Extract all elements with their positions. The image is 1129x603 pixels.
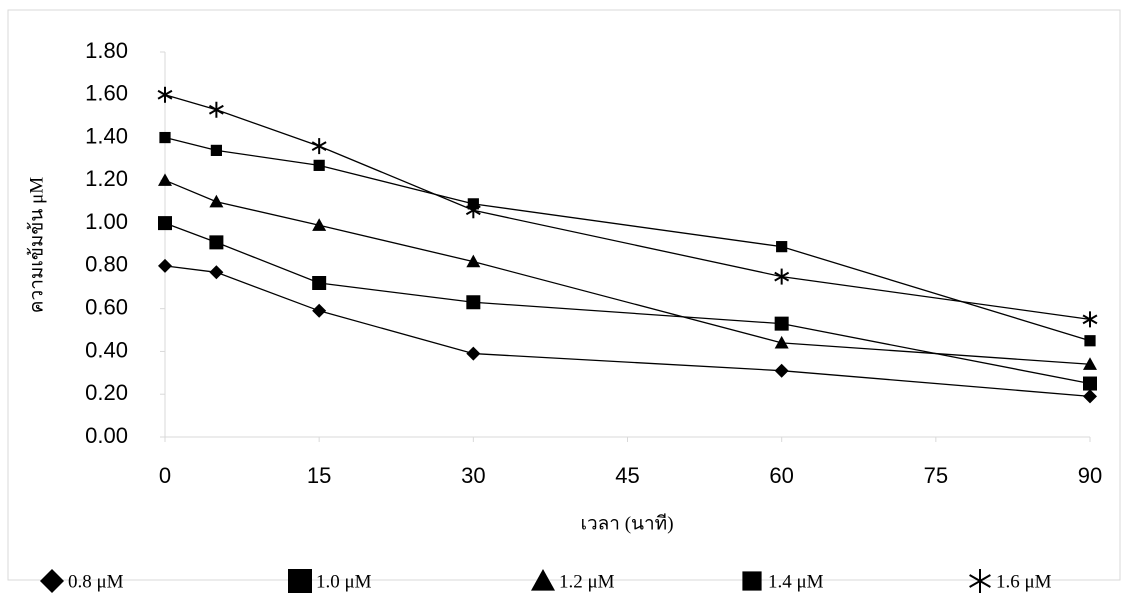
marker-shape — [312, 276, 326, 290]
x-tick-label: 75 — [924, 463, 948, 488]
legend-marker — [288, 569, 312, 593]
marker-shape — [742, 571, 761, 590]
data-point — [775, 364, 789, 378]
data-point — [211, 145, 222, 156]
legend-marker — [742, 571, 761, 590]
series-line — [165, 223, 1090, 383]
marker-shape — [158, 173, 172, 186]
y-tick-label: 1.80 — [85, 38, 128, 63]
y-tick-label: 0.00 — [85, 423, 128, 448]
marker-shape — [312, 304, 326, 318]
x-tick-label: 0 — [159, 463, 171, 488]
legend-label: 1.4 μM — [768, 571, 824, 592]
y-tick-label: 1.60 — [85, 81, 128, 106]
data-point — [1083, 311, 1097, 327]
marker-shape — [1083, 377, 1097, 391]
data-point — [466, 347, 480, 361]
x-tick-label: 90 — [1078, 463, 1102, 488]
legend-marker — [40, 569, 64, 593]
chart: ความเข้มข้น μM เวลา (นาที) 0.00 0.20 0.40 0… — [0, 0, 1129, 603]
data-point — [466, 295, 480, 309]
marker-shape — [158, 216, 172, 230]
legend-marker — [970, 569, 991, 593]
marker-shape — [40, 569, 64, 593]
y-tick-label: 1.20 — [85, 166, 128, 191]
data-point — [312, 304, 326, 318]
data-point — [312, 276, 326, 290]
legend-label: 0.8 μM — [68, 571, 124, 592]
marker-shape — [314, 160, 325, 171]
marker-shape — [209, 265, 223, 279]
marker-shape — [466, 295, 480, 309]
data-point — [1084, 335, 1095, 346]
data-point — [209, 265, 223, 279]
data-point — [209, 235, 223, 249]
data-point — [209, 102, 223, 118]
x-tick-label: 45 — [615, 463, 639, 488]
series-line — [165, 95, 1090, 320]
y-axis-title: ความเข้มข้น μM — [26, 177, 47, 313]
data-point — [776, 241, 787, 252]
marker-shape — [775, 317, 789, 331]
data-point — [1083, 377, 1097, 391]
x-tick-label: 60 — [769, 463, 793, 488]
marker-shape — [158, 259, 172, 273]
x-tick-label: 30 — [461, 463, 485, 488]
marker-shape — [1084, 335, 1095, 346]
marker-shape — [1083, 389, 1097, 403]
data-point — [159, 132, 170, 143]
marker-shape — [159, 132, 170, 143]
data-point — [158, 216, 172, 230]
series-line — [165, 138, 1090, 341]
y-tick-label: 1.00 — [85, 209, 128, 234]
data-point — [158, 173, 172, 186]
series-line — [165, 266, 1090, 396]
data-point — [314, 160, 325, 171]
marker-shape — [775, 364, 789, 378]
marker-shape — [288, 569, 312, 593]
y-tick-label: 1.40 — [85, 123, 128, 148]
x-axis-title: เวลา (นาที) — [580, 512, 673, 534]
marker-shape — [211, 145, 222, 156]
y-tick-label: 0.60 — [85, 294, 128, 319]
data-point — [312, 138, 326, 154]
marker-shape — [209, 195, 223, 208]
x-tick-label: 15 — [307, 463, 331, 488]
marker-shape — [776, 241, 787, 252]
y-tick-label: 0.40 — [85, 337, 128, 362]
y-tick-label: 0.20 — [85, 380, 128, 405]
data-point — [775, 317, 789, 331]
legend-label: 1.2 μM — [559, 571, 615, 592]
series-line — [165, 180, 1090, 364]
data-point — [209, 195, 223, 208]
data-point — [158, 259, 172, 273]
y-tick-label: 0.80 — [85, 252, 128, 277]
marker-shape — [466, 347, 480, 361]
marker-shape — [209, 235, 223, 249]
legend-label: 1.6 μM — [996, 571, 1052, 592]
legend-label: 1.0 μM — [316, 571, 372, 592]
data-point — [1083, 389, 1097, 403]
data-point — [775, 269, 789, 285]
chart-border — [8, 10, 1120, 580]
